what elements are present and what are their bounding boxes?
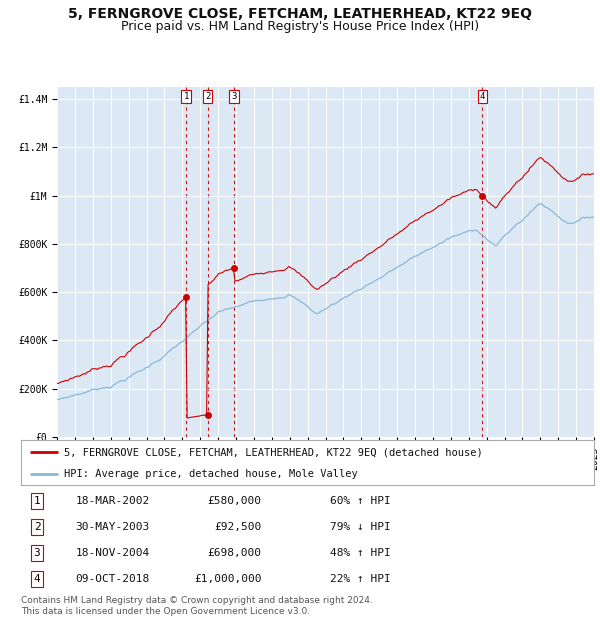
Text: £1,000,000: £1,000,000 <box>194 574 262 584</box>
Text: 22% ↑ HPI: 22% ↑ HPI <box>331 574 391 584</box>
Text: 3: 3 <box>34 548 40 558</box>
Text: 79% ↓ HPI: 79% ↓ HPI <box>331 522 391 532</box>
Text: 09-OCT-2018: 09-OCT-2018 <box>76 574 149 584</box>
Text: HPI: Average price, detached house, Mole Valley: HPI: Average price, detached house, Mole… <box>64 469 358 479</box>
Text: Contains HM Land Registry data © Crown copyright and database right 2024.
This d: Contains HM Land Registry data © Crown c… <box>21 596 373 616</box>
Text: 30-MAY-2003: 30-MAY-2003 <box>76 522 149 532</box>
Text: 2: 2 <box>34 522 40 532</box>
Text: £698,000: £698,000 <box>208 548 262 558</box>
Text: 5, FERNGROVE CLOSE, FETCHAM, LEATHERHEAD, KT22 9EQ: 5, FERNGROVE CLOSE, FETCHAM, LEATHERHEAD… <box>68 7 532 22</box>
Text: 3: 3 <box>231 92 236 101</box>
Text: 18-NOV-2004: 18-NOV-2004 <box>76 548 149 558</box>
Text: 4: 4 <box>480 92 485 101</box>
Text: 48% ↑ HPI: 48% ↑ HPI <box>331 548 391 558</box>
Text: 4: 4 <box>34 574 40 584</box>
Text: £580,000: £580,000 <box>208 496 262 506</box>
Text: 1: 1 <box>34 496 40 506</box>
Text: 2: 2 <box>205 92 210 101</box>
Text: 18-MAR-2002: 18-MAR-2002 <box>76 496 149 506</box>
Text: £92,500: £92,500 <box>214 522 262 532</box>
Text: 1: 1 <box>184 92 189 101</box>
Text: 60% ↑ HPI: 60% ↑ HPI <box>331 496 391 506</box>
Text: 5, FERNGROVE CLOSE, FETCHAM, LEATHERHEAD, KT22 9EQ (detached house): 5, FERNGROVE CLOSE, FETCHAM, LEATHERHEAD… <box>64 447 483 458</box>
Text: Price paid vs. HM Land Registry's House Price Index (HPI): Price paid vs. HM Land Registry's House … <box>121 20 479 33</box>
